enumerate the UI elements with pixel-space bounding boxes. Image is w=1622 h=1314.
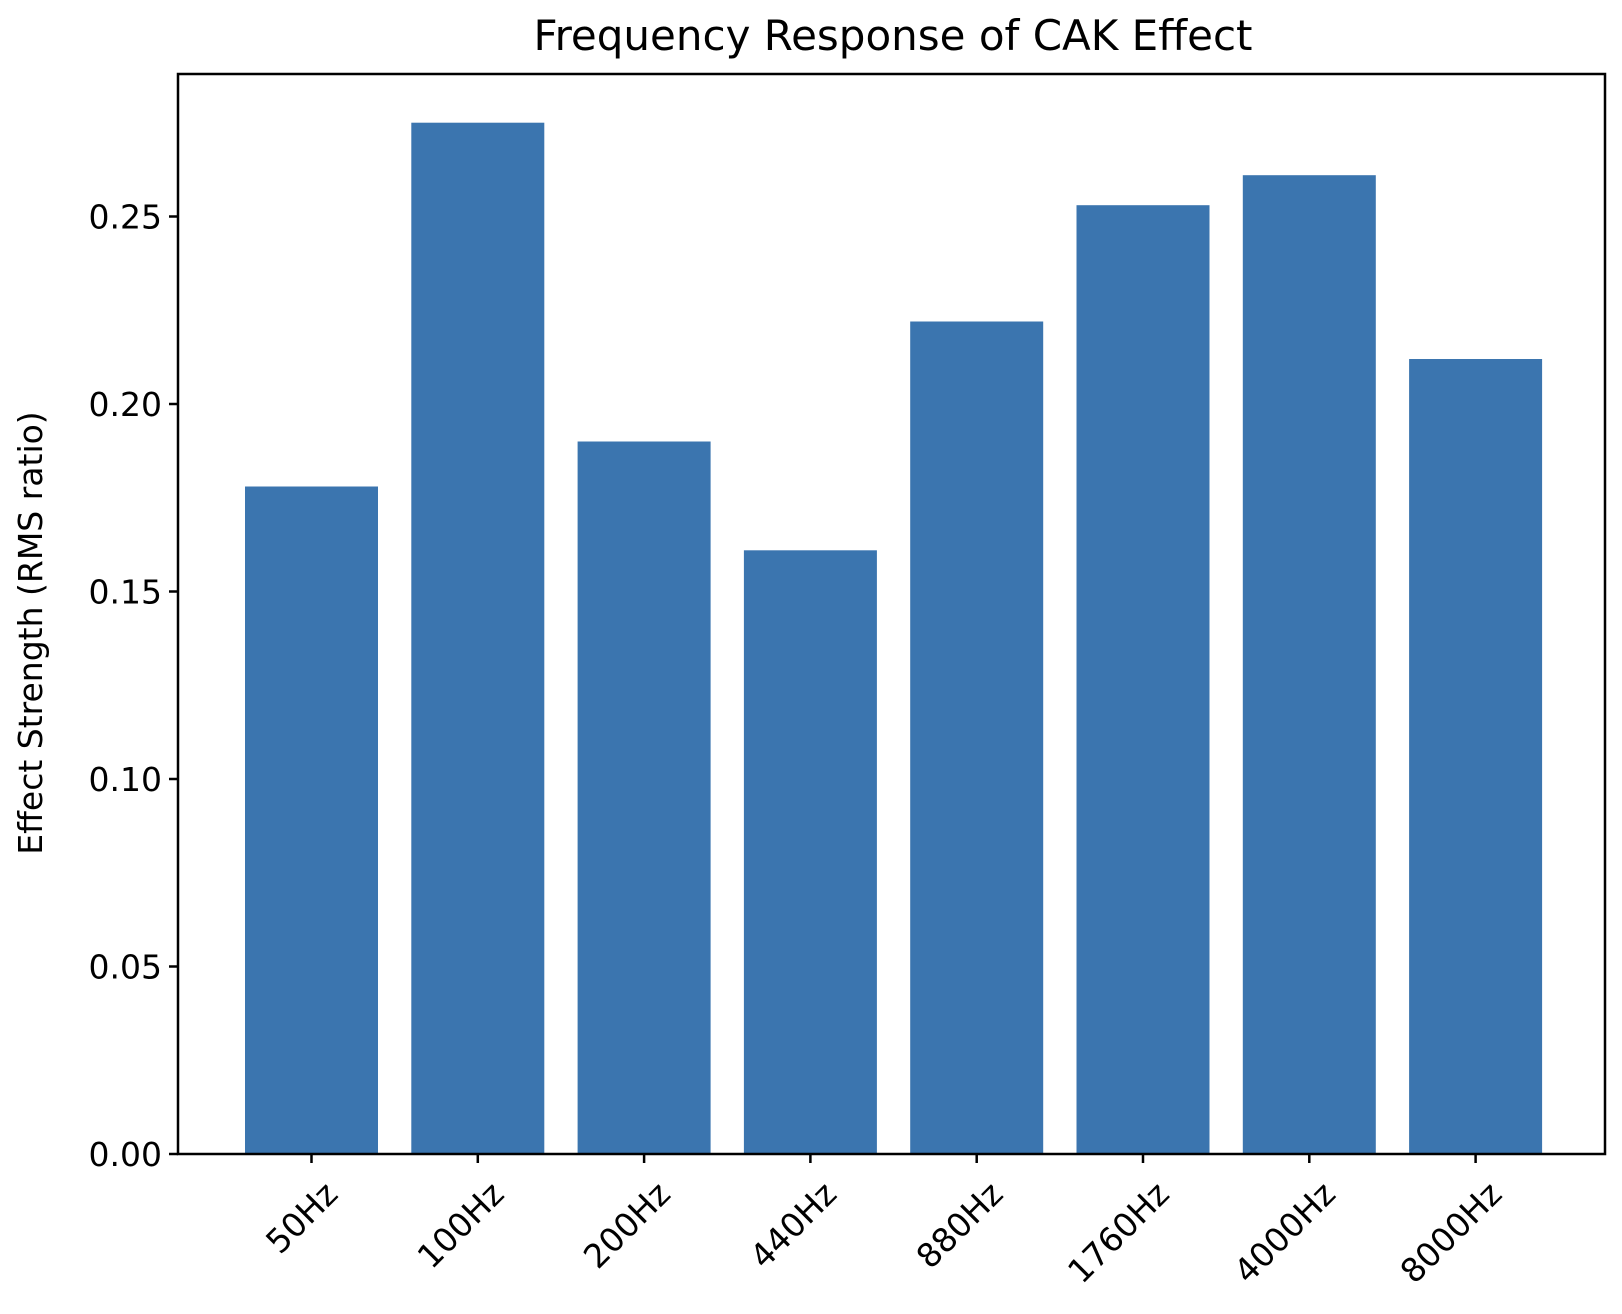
y-tick-label: 0.05 xyxy=(89,948,162,987)
x-tick-label-200Hz: 200Hz xyxy=(576,1174,678,1276)
bar-8000Hz xyxy=(1409,359,1543,1154)
bar-880Hz xyxy=(910,321,1044,1154)
y-axis-label: Effect Strength (RMS ratio) xyxy=(11,411,50,854)
bar-100Hz xyxy=(411,122,545,1155)
x-tick-label-880Hz: 880Hz xyxy=(908,1174,1010,1276)
x-tick-label-8000Hz: 8000Hz xyxy=(1392,1174,1509,1291)
y-tick-label: 0.00 xyxy=(89,1135,162,1174)
bar-1760Hz xyxy=(1076,205,1210,1154)
y-tick-label: 0.10 xyxy=(89,760,162,799)
x-axis-ticks: 50Hz 100Hz 200Hz 440Hz 880Hz 1760Hz 4000Hz 8000… xyxy=(258,1154,1509,1291)
bar-50Hz xyxy=(245,486,378,1154)
x-tick-label-100Hz: 100Hz xyxy=(410,1174,512,1276)
y-tick-label: 0.20 xyxy=(89,385,162,424)
bar-200Hz xyxy=(577,441,711,1154)
bars-group xyxy=(245,122,1543,1155)
y-tick-label: 0.15 xyxy=(89,573,162,612)
x-tick-label-4000Hz: 4000Hz xyxy=(1226,1174,1343,1291)
y-axis-ticks: 0.00 0.05 0.10 0.15 0.20 0.25 xyxy=(89,198,178,1174)
chart-title: Frequency Response of CAK Effect xyxy=(533,11,1252,60)
bar-440Hz xyxy=(743,550,877,1155)
x-tick-label-1760Hz: 1760Hz xyxy=(1060,1174,1177,1291)
x-tick-label-440Hz: 440Hz xyxy=(742,1174,844,1276)
x-tick-label-50Hz: 50Hz xyxy=(258,1174,345,1261)
y-tick-label: 0.25 xyxy=(89,198,162,237)
plot-frame xyxy=(176,72,1607,1156)
bar-4000Hz xyxy=(1242,175,1376,1154)
